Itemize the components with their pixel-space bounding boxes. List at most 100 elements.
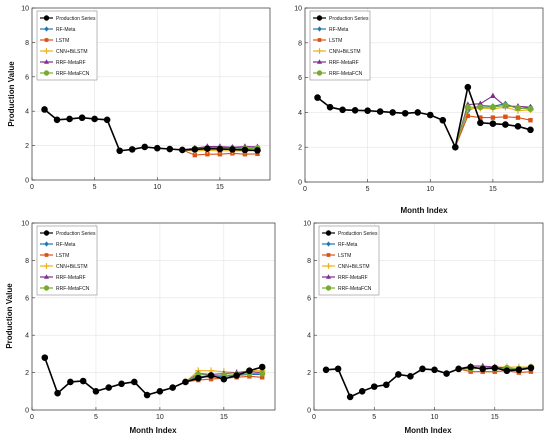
legend-label: LSTM bbox=[329, 38, 342, 44]
data-point bbox=[395, 371, 402, 378]
data-point bbox=[41, 106, 48, 113]
data-point bbox=[191, 146, 199, 153]
legend-label: RRF-MetaRF bbox=[56, 275, 86, 281]
data-point bbox=[443, 370, 450, 377]
y-tick-label: 10 bbox=[21, 6, 29, 13]
x-tick-label: 15 bbox=[216, 184, 224, 191]
data-point bbox=[216, 145, 224, 153]
legend-marker bbox=[43, 59, 50, 64]
data-point bbox=[426, 111, 434, 119]
legend-marker bbox=[316, 59, 323, 64]
legend-marker bbox=[316, 48, 323, 54]
data-point bbox=[455, 365, 462, 373]
y-tick-label: 4 bbox=[25, 333, 29, 340]
legend-label: LSTM bbox=[338, 253, 351, 259]
data-point bbox=[351, 107, 359, 114]
data-point bbox=[217, 151, 223, 157]
legend-box bbox=[318, 225, 380, 296]
data-point bbox=[220, 375, 228, 383]
data-point bbox=[246, 367, 253, 375]
legend-marker bbox=[43, 263, 50, 269]
data-point bbox=[491, 364, 499, 372]
x-tick-label: 0 bbox=[30, 184, 34, 191]
data-point bbox=[502, 102, 509, 109]
legend-marker bbox=[43, 15, 50, 21]
data-point bbox=[326, 103, 334, 111]
y-tick-label: 0 bbox=[307, 408, 311, 415]
data-point bbox=[156, 388, 164, 395]
data-point bbox=[515, 115, 521, 120]
x-tick-label: 15 bbox=[489, 186, 497, 193]
legend-label: RRF-MetaRF bbox=[56, 60, 86, 66]
data-point bbox=[207, 372, 215, 379]
legend-label: RF-Meta bbox=[56, 27, 76, 33]
data-point bbox=[502, 121, 509, 128]
y-tick-label: 0 bbox=[298, 180, 302, 187]
y-tick-label: 4 bbox=[298, 110, 302, 117]
data-point bbox=[66, 115, 73, 123]
data-point bbox=[419, 365, 426, 373]
data-point bbox=[477, 119, 484, 127]
data-point bbox=[515, 366, 523, 374]
x-tick-label: 10 bbox=[426, 186, 434, 193]
x-tick-label: 5 bbox=[94, 414, 98, 421]
legend-label: RF-Meta bbox=[338, 242, 358, 248]
data-point bbox=[364, 107, 371, 114]
y-tick-label: 10 bbox=[21, 221, 29, 228]
legend-label: RF-Meta bbox=[56, 242, 76, 248]
y-axis-label: Production Value bbox=[7, 61, 16, 127]
legend-label: LSTM bbox=[56, 38, 69, 44]
panel-3: 0 2 4 6 8 10 0 5 10 15 Month Index Production Value… bbox=[5, 221, 276, 435]
y-tick-label: 8 bbox=[25, 40, 29, 47]
legend-marker bbox=[316, 70, 323, 76]
data-point bbox=[208, 376, 214, 382]
data-point bbox=[465, 113, 471, 119]
data-point bbox=[527, 364, 535, 372]
data-point bbox=[414, 109, 422, 116]
y-tick-label: 2 bbox=[25, 143, 29, 150]
data-point bbox=[452, 143, 459, 151]
legend-label: RRF-MetaRF bbox=[338, 275, 368, 281]
series-production-series bbox=[41, 106, 261, 155]
y-tick-label: 2 bbox=[298, 145, 302, 152]
data-point bbox=[141, 143, 149, 151]
data-point bbox=[233, 372, 240, 379]
x-tick-label: 5 bbox=[93, 184, 97, 191]
data-point bbox=[389, 109, 396, 116]
data-point bbox=[401, 109, 409, 117]
legend: Production Series RF-Meta LSTM CNN+BiLSTM RR… bbox=[309, 10, 371, 81]
legend-marker bbox=[44, 38, 49, 42]
data-point bbox=[78, 114, 86, 122]
data-point bbox=[489, 92, 496, 98]
data-point bbox=[118, 380, 125, 388]
data-point bbox=[53, 116, 61, 124]
axes-frame bbox=[313, 222, 544, 411]
legend-marker bbox=[316, 15, 323, 21]
data-point bbox=[528, 369, 534, 374]
legend-label: RRF-MetaFCN bbox=[329, 71, 363, 77]
legend-marker bbox=[317, 38, 322, 42]
y-tick-label: 8 bbox=[307, 258, 311, 265]
data-point bbox=[358, 388, 366, 395]
data-point bbox=[489, 120, 497, 128]
panel-2: 0 2 4 6 8 10 0 5 10 15 Month Index Production Serie… bbox=[294, 6, 544, 215]
data-point bbox=[527, 105, 534, 113]
legend-marker bbox=[325, 285, 332, 291]
x-tick-label: 10 bbox=[431, 414, 439, 421]
x-axis-label: Month Index bbox=[129, 426, 177, 435]
legend-label: RRF-MetaFCN bbox=[338, 286, 372, 292]
data-point bbox=[205, 151, 210, 157]
data-point bbox=[105, 384, 113, 391]
data-point bbox=[116, 147, 123, 155]
data-point bbox=[229, 146, 236, 153]
legend-marker bbox=[326, 241, 331, 247]
data-point bbox=[503, 367, 511, 375]
legend-marker bbox=[43, 285, 50, 291]
legend-label: CNN+BiLSTM bbox=[56, 49, 88, 55]
x-tick-label: 0 bbox=[312, 414, 316, 421]
data-point bbox=[478, 115, 483, 120]
data-point bbox=[477, 104, 484, 111]
legend-marker bbox=[44, 241, 49, 247]
legend-label: RF-Meta bbox=[329, 27, 349, 33]
legend-box bbox=[36, 10, 98, 81]
